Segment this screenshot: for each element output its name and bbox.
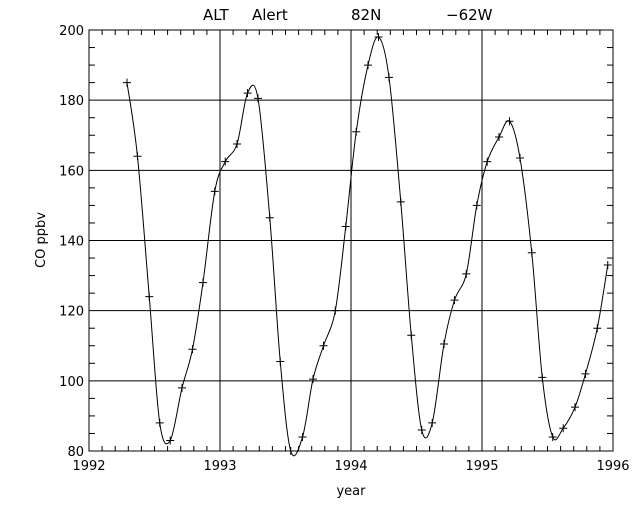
y-tick-label: 200 [59, 24, 84, 39]
y-tick-label: 180 [59, 94, 84, 109]
data-point-marker [462, 269, 471, 278]
minor-ticks [89, 30, 613, 451]
data-point-marker [559, 424, 568, 433]
data-point-marker [505, 117, 514, 126]
title-longitude: −62W [446, 6, 493, 24]
x-axis-label: year [336, 484, 366, 499]
plot-frame [88, 29, 614, 452]
data-point-marker [276, 357, 285, 366]
title-site: Alert [252, 6, 288, 24]
data-point-marker [253, 94, 262, 103]
data-point-marker [440, 339, 449, 348]
data-point-marker [265, 213, 274, 222]
x-tick-label: 1995 [465, 459, 498, 474]
data-point-marker [472, 201, 481, 210]
data-point-marker [495, 133, 504, 142]
data-point-marker [166, 436, 175, 445]
y-tick-label: 140 [59, 235, 84, 250]
data-point-marker [603, 261, 612, 270]
data-point-marker [571, 403, 580, 412]
data-markers [122, 33, 612, 455]
y-tick-label: 160 [59, 164, 84, 179]
data-point-marker [593, 324, 602, 333]
data-point-marker [188, 345, 197, 354]
data-point-marker [352, 127, 361, 136]
data-point-marker [155, 418, 164, 427]
data-point-marker [341, 222, 350, 231]
data-point-marker [198, 278, 207, 287]
x-tick-label: 1992 [72, 459, 105, 474]
data-point-marker [374, 33, 383, 42]
data-point-marker [364, 61, 373, 70]
data-point-marker [122, 78, 131, 87]
data-point-marker [515, 154, 524, 163]
data-point-marker [483, 157, 492, 166]
data-point-marker [319, 341, 328, 350]
data-point-marker [243, 89, 252, 98]
data-point-marker [428, 418, 437, 427]
x-tick-labels: 1992 1993 1994 1995 1996 [72, 459, 629, 474]
data-point-marker [581, 369, 590, 378]
y-tick-label: 120 [59, 305, 84, 320]
data-point-marker [309, 375, 318, 384]
data-point-marker [331, 306, 340, 315]
title-station: ALT [203, 6, 230, 24]
data-point-marker [233, 140, 242, 149]
data-point-marker [178, 383, 187, 392]
y-tick-label: 80 [67, 445, 84, 460]
data-point-marker [298, 432, 307, 441]
data-point-marker [450, 296, 459, 305]
x-tick-label: 1993 [203, 459, 236, 474]
data-point-marker [527, 248, 536, 257]
data-point-marker [548, 432, 557, 441]
data-point-marker [145, 292, 154, 301]
data-point-marker [396, 197, 405, 206]
y-tick-label: 100 [59, 375, 84, 390]
x-tick-label: 1994 [334, 459, 367, 474]
data-point-marker [286, 447, 295, 455]
title-latitude: 82N [351, 6, 381, 24]
y-tick-labels: 80 100 120 140 160 180 200 [59, 24, 84, 460]
data-point-marker [221, 157, 230, 166]
y-axis-label: CO ppbv [34, 212, 49, 268]
data-point-marker [133, 152, 142, 161]
data-point-marker [417, 425, 426, 434]
data-point-marker [384, 73, 393, 82]
x-tick-label: 1996 [596, 459, 629, 474]
grid-lines [89, 30, 613, 451]
chart-title: ALT Alert 82N −62W [203, 6, 493, 24]
data-point-marker [407, 331, 416, 340]
data-point-marker [538, 373, 547, 382]
data-point-marker [210, 187, 219, 196]
